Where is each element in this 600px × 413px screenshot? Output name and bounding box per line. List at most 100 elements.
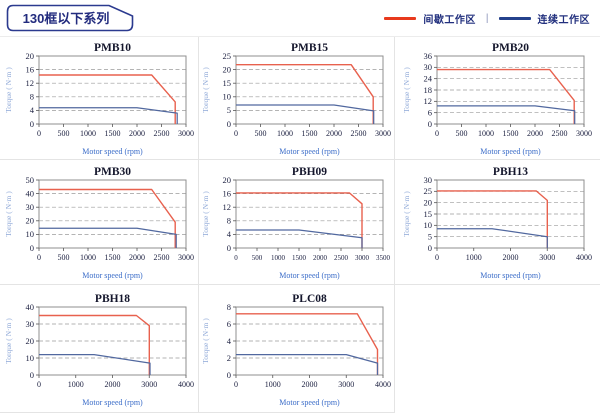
svg-text:1500: 1500 [104,253,120,262]
svg-text:3000: 3000 [355,254,370,262]
svg-text:12: 12 [25,78,34,88]
svg-text:2000: 2000 [527,129,543,138]
svg-text:2500: 2500 [334,254,349,262]
svg-text:30: 30 [424,175,433,185]
svg-text:4000: 4000 [576,253,592,262]
svg-text:15: 15 [223,78,232,88]
svg-text:0: 0 [29,119,33,129]
svg-text:2500: 2500 [351,129,367,138]
svg-text:Torque ( N·m ): Torque ( N·m ) [4,317,13,363]
svg-text:PMB10: PMB10 [93,42,130,54]
svg-text:2: 2 [227,352,231,362]
svg-text:3000: 3000 [338,380,354,389]
svg-text:0: 0 [435,253,439,262]
svg-text:20: 20 [25,216,34,226]
svg-text:10: 10 [25,352,34,362]
svg-text:10: 10 [223,92,232,102]
svg-text:0: 0 [29,243,33,253]
svg-text:PBH18: PBH18 [94,293,129,305]
svg-text:20: 20 [424,197,433,207]
svg-text:1000: 1000 [466,253,482,262]
svg-text:6: 6 [227,318,231,328]
chart-panel: PMB10 0 4 8 12 16 20 0 500 1000 1500 2000 2500 3000 Mo… [0,37,199,160]
svg-text:3000: 3000 [375,129,391,138]
svg-text:4: 4 [227,229,232,239]
svg-text:1000: 1000 [80,253,96,262]
svg-text:3000: 3000 [141,380,157,389]
svg-text:4000: 4000 [375,380,391,389]
page-title-box: 130框以下系列 [6,4,134,32]
svg-text:0: 0 [29,369,33,379]
svg-text:PMB20: PMB20 [492,42,529,54]
svg-text:Torque ( N·m ): Torque ( N·m ) [201,317,210,363]
svg-text:0: 0 [428,243,432,253]
svg-text:500: 500 [57,129,69,138]
legend-item-continuous: 连续工作区 [498,11,591,26]
svg-text:1000: 1000 [478,129,494,138]
legend-label-intermittent: 间歇工作区 [423,14,476,26]
svg-text:12: 12 [223,202,232,212]
chart-panel: PBH18 0 10 20 30 40 0 1000 2000 3000 4000 Motor spe… [0,285,199,413]
svg-text:3000: 3000 [178,253,194,262]
svg-text:8: 8 [29,92,33,102]
svg-text:Torque ( N·m ): Torque ( N·m ) [4,191,13,237]
svg-text:2000: 2000 [503,253,519,262]
svg-text:PBH09: PBH09 [292,166,327,178]
svg-text:6: 6 [428,107,432,117]
svg-text:2500: 2500 [153,253,169,262]
svg-text:0: 0 [227,119,231,129]
svg-text:Torque ( N·m ): Torque ( N·m ) [201,67,210,113]
svg-text:1000: 1000 [265,380,281,389]
chart-PMB15: PMB15 0 5 10 15 20 25 0 500 1000 1500 2000 2500 3000 M… [201,42,391,156]
svg-text:Motor speed (rpm): Motor speed (rpm) [82,398,143,407]
svg-text:10: 10 [424,220,433,230]
chart-PBH18: PBH18 0 10 20 30 40 0 1000 2000 3000 4000 Motor spe… [4,293,194,407]
svg-text:3000: 3000 [539,253,555,262]
svg-text:Motor speed (rpm): Motor speed (rpm) [279,147,340,156]
svg-text:Motor speed (rpm): Motor speed (rpm) [480,147,541,156]
svg-text:0: 0 [227,243,231,253]
svg-text:12: 12 [424,96,433,106]
svg-text:20: 20 [25,51,34,61]
svg-text:0: 0 [37,253,41,262]
svg-text:Torque ( N·m ): Torque ( N·m ) [201,191,210,237]
svg-text:PMB30: PMB30 [93,166,130,178]
svg-text:3000: 3000 [178,129,194,138]
svg-text:Torque ( N·m ): Torque ( N·m ) [402,191,411,237]
svg-text:16: 16 [25,64,34,74]
svg-text:0: 0 [234,380,238,389]
svg-text:0: 0 [37,129,41,138]
legend: 间歇工作区 | 连续工作区 [384,11,590,26]
svg-text:8: 8 [227,301,231,311]
svg-text:Motor speed (rpm): Motor speed (rpm) [82,147,143,156]
chart-panel: PLC08 0 2 4 6 8 0 1000 2000 3000 4000 Motor speed (… [199,285,395,413]
chart-panel: PMB15 0 5 10 15 20 25 0 500 1000 1500 2000 2500 3000 M… [199,37,395,160]
svg-text:20: 20 [223,175,232,185]
svg-text:1000: 1000 [67,380,83,389]
svg-text:500: 500 [456,129,468,138]
svg-text:3500: 3500 [376,254,391,262]
chart-PMB10: PMB10 0 4 8 12 16 20 0 500 1000 1500 2000 2500 3000 Mo… [4,42,194,156]
continuous-line-icon [498,16,531,20]
svg-text:2000: 2000 [129,253,145,262]
svg-text:30: 30 [25,318,34,328]
svg-text:500: 500 [57,253,69,262]
svg-text:40: 40 [25,188,34,198]
svg-text:5: 5 [227,105,231,115]
svg-text:40: 40 [25,301,34,311]
page-title: 130框以下系列 [23,11,110,26]
svg-text:50: 50 [25,175,34,185]
svg-text:36: 36 [424,51,433,61]
svg-text:5: 5 [428,231,432,241]
svg-text:Motor speed (rpm): Motor speed (rpm) [279,398,340,407]
svg-text:2000: 2000 [313,254,328,262]
svg-text:25: 25 [424,186,433,196]
svg-text:4: 4 [29,105,34,115]
svg-text:30: 30 [424,62,433,72]
svg-text:4000: 4000 [178,380,194,389]
chart-panel: PMB20 0 6 12 18 24 30 36 0 500 1000 1500 2000 2500 300… [395,37,600,160]
svg-text:16: 16 [223,188,232,198]
svg-text:2000: 2000 [326,129,342,138]
